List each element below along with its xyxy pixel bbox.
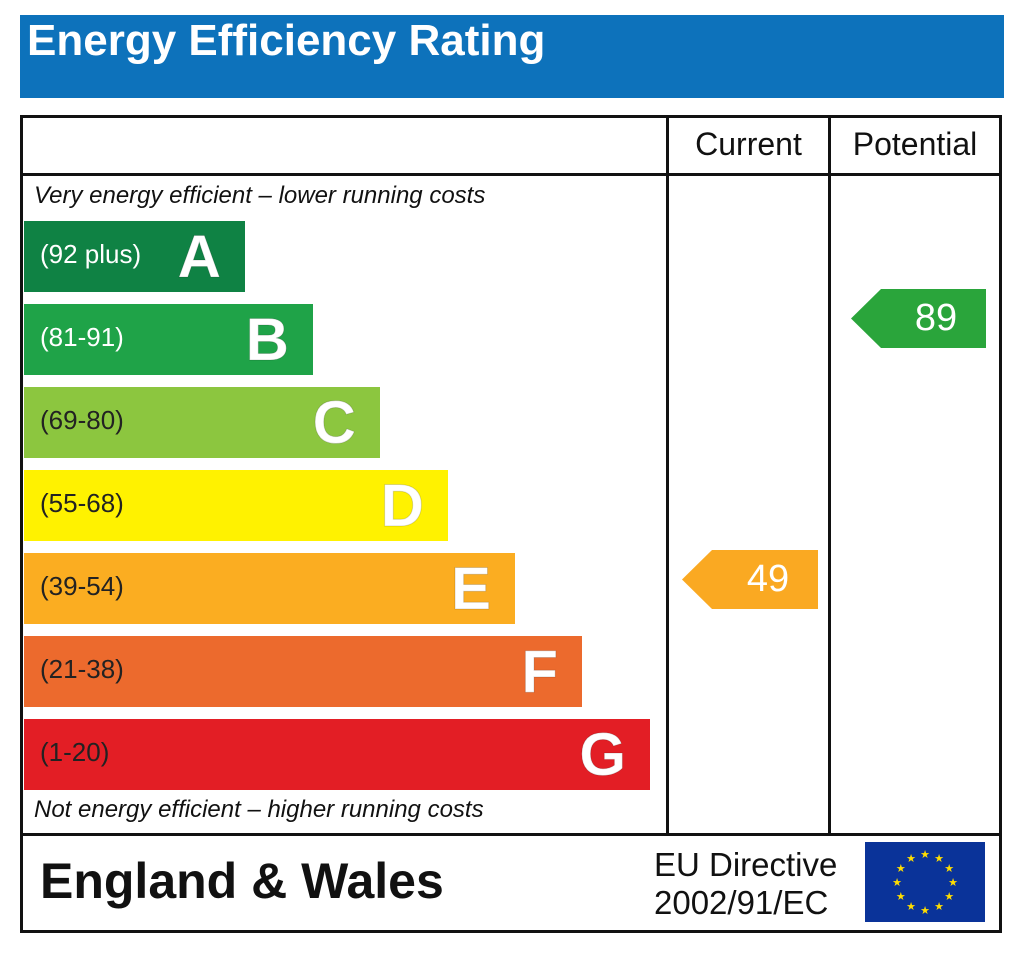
band-letter: C bbox=[312, 389, 356, 457]
directive-line-2: 2002/91/EC bbox=[654, 884, 829, 921]
star-icon: ★ bbox=[896, 891, 906, 903]
band-letter: G bbox=[579, 721, 627, 789]
top-note: Very energy efficient – lower running co… bbox=[34, 182, 486, 209]
rating-table bbox=[20, 115, 1002, 933]
star-icon: ★ bbox=[948, 877, 958, 889]
band-range: (1-20) bbox=[40, 737, 110, 767]
potential-rating-arrow: 89 bbox=[851, 289, 986, 348]
band-range: (21-38) bbox=[40, 654, 124, 684]
directive-label: EU Directive 2002/91/EC bbox=[654, 846, 837, 922]
band-d: (55-68) D bbox=[24, 470, 448, 541]
band-f: (21-38) F bbox=[24, 636, 582, 707]
potential-rating-value: 89 bbox=[914, 297, 958, 339]
band-c: (69-80) C bbox=[24, 387, 380, 458]
star-icon: ★ bbox=[892, 877, 902, 889]
bottom-note: Not energy efficient – higher running co… bbox=[34, 796, 484, 823]
footer-divider bbox=[20, 833, 1000, 836]
star-icon: ★ bbox=[906, 901, 916, 913]
band-letter: A bbox=[177, 223, 221, 291]
star-icon: ★ bbox=[896, 863, 906, 875]
star-icon: ★ bbox=[920, 905, 930, 917]
star-icon: ★ bbox=[944, 863, 954, 875]
current-rating-value: 49 bbox=[746, 558, 790, 600]
directive-line-1: EU Directive bbox=[654, 846, 838, 883]
band-letter: E bbox=[450, 555, 491, 623]
star-icon: ★ bbox=[944, 891, 954, 903]
band-range: (69-80) bbox=[40, 405, 124, 435]
band-letter: D bbox=[380, 472, 424, 540]
band-b: (81-91) B bbox=[24, 304, 313, 375]
band-g: (1-20) G bbox=[24, 719, 650, 790]
column-divider bbox=[666, 115, 669, 835]
band-letter: B bbox=[245, 306, 289, 374]
star-icon: ★ bbox=[934, 901, 944, 913]
band-range: (92 plus) bbox=[40, 239, 142, 269]
star-icon: ★ bbox=[934, 853, 944, 865]
star-icon: ★ bbox=[920, 849, 930, 861]
column-header-current: Current bbox=[695, 126, 802, 162]
chart-title: Energy Efficiency Rating bbox=[27, 16, 546, 65]
star-icon: ★ bbox=[906, 853, 916, 865]
title-banner bbox=[20, 15, 1004, 98]
band-range: (39-54) bbox=[40, 571, 124, 601]
column-header-potential: Potential bbox=[852, 126, 978, 162]
column-divider bbox=[828, 115, 831, 835]
band-a: (92 plus) A bbox=[24, 221, 245, 292]
band-letter: F bbox=[521, 638, 559, 706]
header-divider bbox=[20, 173, 1000, 176]
band-range: (81-91) bbox=[40, 322, 124, 352]
eu-flag-icon: ★ ★ ★ ★ ★ ★ ★ ★ ★ ★ ★ ★ bbox=[865, 842, 985, 922]
band-e: (39-54) E bbox=[24, 553, 515, 624]
region-label: England & Wales bbox=[40, 853, 444, 909]
band-range: (55-68) bbox=[40, 488, 124, 518]
current-rating-arrow: 49 bbox=[682, 550, 818, 609]
